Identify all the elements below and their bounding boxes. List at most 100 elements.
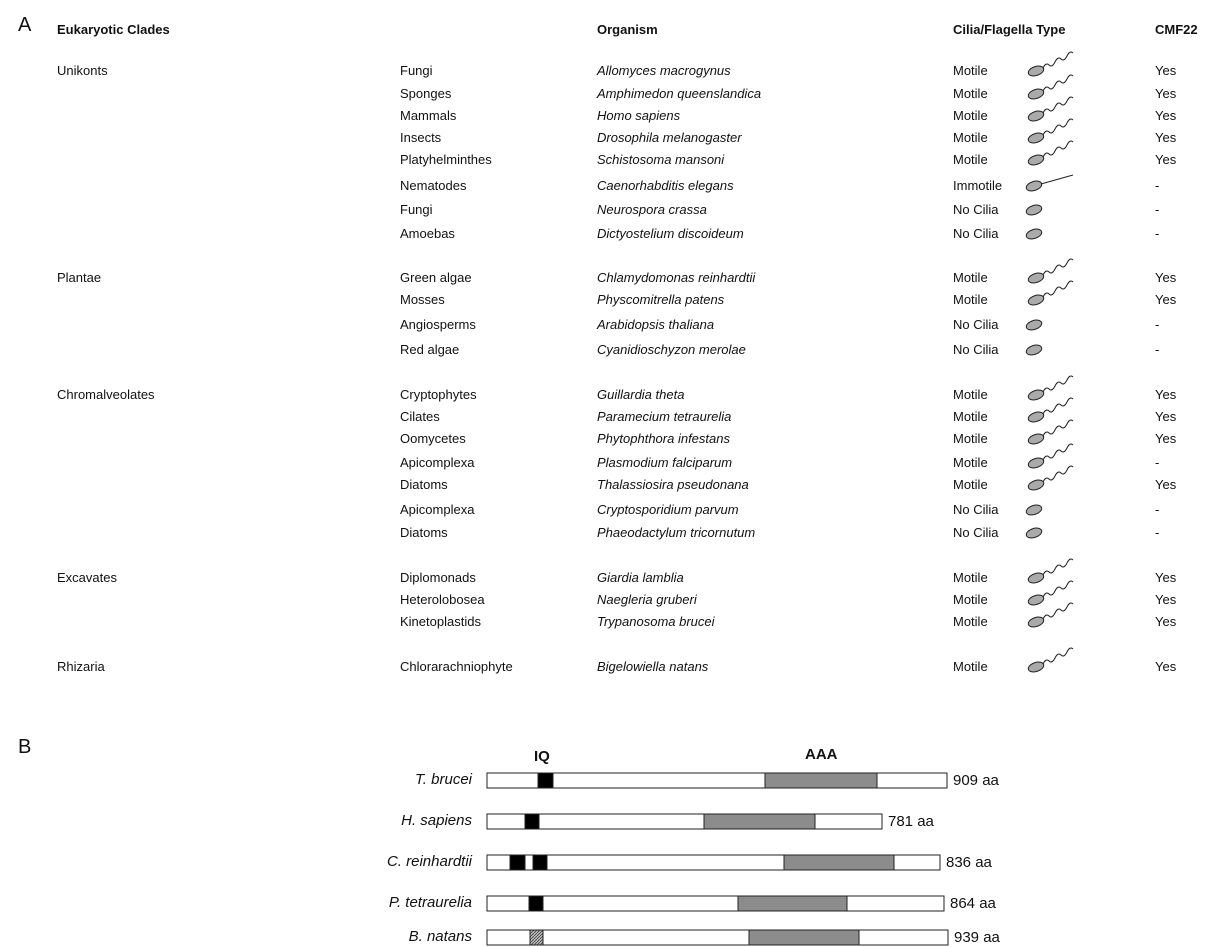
clade: Excavates (57, 570, 117, 586)
protein-bar (487, 773, 947, 788)
group: Chlorarachniophyte (400, 659, 513, 675)
cilia-type: Motile (953, 292, 988, 308)
protein-length: 864 aa (950, 895, 996, 912)
iq-domain (510, 855, 525, 870)
protein-length: 836 aa (946, 854, 992, 871)
cilia-type: Motile (953, 409, 988, 425)
cilia-icon (1043, 259, 1073, 275)
protein-length: 939 aa (954, 929, 1000, 946)
organism: Amphimedon queenslandica (597, 86, 761, 102)
cilia-icon (1027, 432, 1045, 446)
organism: Dictyostelium discoideum (597, 226, 744, 242)
protein-bar (487, 896, 944, 911)
figure: {"panel_a": {"label": "A", "headers": ["… (0, 0, 1222, 947)
cilia-type: Motile (953, 592, 988, 608)
organism: Plasmodium falciparum (597, 455, 732, 471)
cmf22: - (1155, 342, 1159, 358)
group: Mosses (400, 292, 445, 308)
cilia-type: Motile (953, 387, 988, 403)
cmf22: Yes (1155, 477, 1176, 493)
organism: Neurospora crassa (597, 202, 707, 218)
cilia-icon (1043, 603, 1073, 619)
organism: Physcomitrella patens (597, 292, 724, 308)
cmf22: - (1155, 502, 1159, 518)
organism: Paramecium tetraurelia (597, 409, 731, 425)
cilia-icon (1043, 75, 1073, 91)
species: H. sapiens (272, 812, 472, 829)
group: Fungi (400, 63, 433, 79)
cilia-type: Motile (953, 152, 988, 168)
aaa-domain (749, 930, 859, 945)
organism: Schistosoma mansoni (597, 152, 724, 168)
cilia-type: No Cilia (953, 502, 999, 518)
cilia-icon (1043, 398, 1073, 414)
group: Platyhelminthes (400, 152, 492, 168)
iq-domain (525, 814, 539, 829)
cilia-type: Motile (953, 614, 988, 630)
column-header: Eukaryotic Clades (57, 22, 170, 38)
protein-bar (487, 814, 882, 829)
cilia-type: Motile (953, 86, 988, 102)
aaa-domain (704, 814, 815, 829)
cmf22: - (1155, 226, 1159, 242)
cilia-icon (1027, 271, 1045, 285)
cilia-icon (1043, 281, 1073, 297)
cilia-type: Motile (953, 63, 988, 79)
cmf22: Yes (1155, 387, 1176, 403)
iq-domain (533, 855, 547, 870)
organism: Cyanidioschyzon merolae (597, 342, 746, 358)
cilia-icon (1027, 87, 1045, 101)
cilia-icon (1027, 109, 1045, 123)
organism: Phaeodactylum tricornutum (597, 525, 755, 541)
cmf22: - (1155, 525, 1159, 541)
group: Diatoms (400, 525, 448, 541)
cilia-type: Motile (953, 108, 988, 124)
aaa-domain (784, 855, 894, 870)
cilia-icon (1043, 376, 1073, 392)
group: Diplomonads (400, 570, 476, 586)
group: Kinetoplastids (400, 614, 481, 630)
cilia-icon (1043, 559, 1073, 575)
cmf22: Yes (1155, 614, 1176, 630)
cilia-icon (1027, 660, 1045, 674)
species: C. reinhardtii (272, 853, 472, 870)
cilia-icon (1043, 141, 1073, 157)
cmf22: Yes (1155, 431, 1176, 447)
cmf22: Yes (1155, 592, 1176, 608)
group: Oomycetes (400, 431, 466, 447)
cilia-type: Motile (953, 455, 988, 471)
cilia-icon (1025, 526, 1043, 540)
cilia-type: Motile (953, 270, 988, 286)
cilia-type: No Cilia (953, 317, 999, 333)
organism: Arabidopsis thaliana (597, 317, 714, 333)
group: Amoebas (400, 226, 455, 242)
group: Mammals (400, 108, 456, 124)
clade: Unikonts (57, 63, 108, 79)
cilia-icon (1027, 478, 1045, 492)
cilia-type: Motile (953, 477, 988, 493)
cilia-icon (1027, 153, 1045, 167)
clade: Plantae (57, 270, 101, 286)
organism: Allomyces macrogynus (597, 63, 731, 79)
organism: Naegleria gruberi (597, 592, 697, 608)
cmf22: Yes (1155, 63, 1176, 79)
cmf22: Yes (1155, 659, 1176, 675)
group: Apicomplexa (400, 502, 474, 518)
group: Cryptophytes (400, 387, 477, 403)
organism: Giardia lamblia (597, 570, 684, 586)
organism: Phytophthora infestans (597, 431, 730, 447)
species: P. tetraurelia (272, 894, 472, 911)
aaa-domain (738, 896, 847, 911)
cilia-icon (1025, 343, 1043, 357)
group: Angiosperms (400, 317, 476, 333)
cilia-icon (1025, 227, 1043, 241)
cilia-icon (1043, 444, 1073, 460)
protein-length: 909 aa (953, 772, 999, 789)
cilia-type: No Cilia (953, 525, 999, 541)
cilia-icon (1025, 503, 1043, 517)
column-header: Organism (597, 22, 658, 38)
cilia-type: Motile (953, 570, 988, 586)
organism: Thalassiosira pseudonana (597, 477, 749, 493)
cilia-icon (1027, 456, 1045, 470)
cmf22: Yes (1155, 86, 1176, 102)
